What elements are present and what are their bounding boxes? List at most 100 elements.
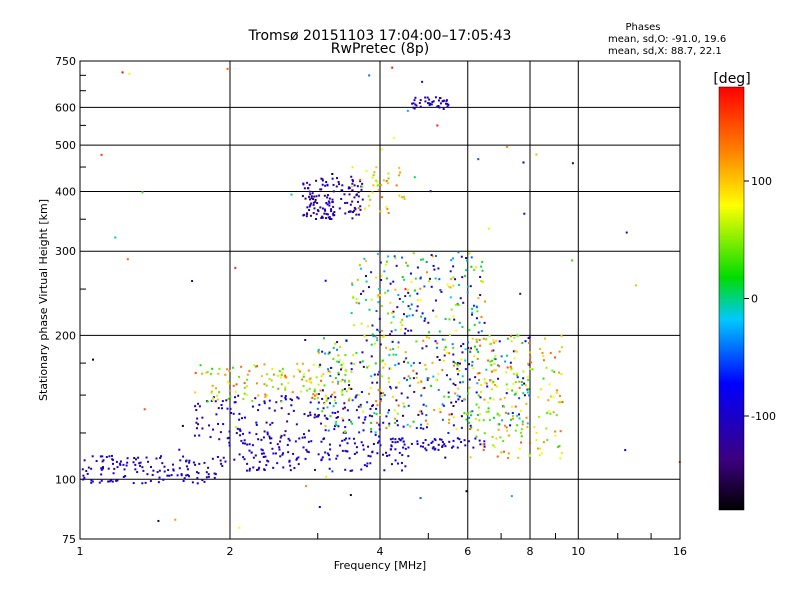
data-point — [464, 348, 467, 351]
data-point — [408, 384, 411, 387]
data-point — [485, 382, 488, 385]
data-point — [83, 476, 86, 479]
data-point — [283, 376, 286, 379]
data-point — [350, 312, 353, 315]
data-point — [428, 104, 431, 107]
data-point — [309, 381, 312, 384]
data-point — [555, 414, 558, 417]
data-point — [424, 439, 427, 442]
data-point — [505, 426, 508, 429]
data-point — [484, 300, 487, 303]
data-point — [238, 526, 241, 529]
data-point — [449, 296, 452, 299]
data-point — [382, 421, 385, 424]
data-point — [371, 176, 374, 179]
data-point — [394, 421, 397, 424]
data-point — [320, 217, 323, 220]
data-point — [243, 382, 246, 385]
data-point — [392, 137, 395, 140]
data-point — [280, 373, 283, 376]
data-point — [327, 200, 330, 203]
data-point — [375, 407, 378, 410]
data-point — [367, 392, 370, 395]
data-point — [194, 391, 197, 394]
data-point — [345, 437, 348, 440]
data-point — [329, 374, 332, 377]
data-point — [460, 345, 463, 348]
data-point — [328, 458, 331, 461]
data-point — [197, 423, 200, 426]
data-point — [560, 335, 563, 338]
data-point — [101, 466, 104, 469]
data-point — [229, 395, 232, 398]
data-point — [468, 378, 471, 381]
data-point — [414, 96, 417, 99]
data-point — [351, 422, 354, 425]
data-point — [388, 454, 391, 457]
data-point — [114, 236, 117, 239]
data-point — [161, 462, 164, 465]
data-point — [434, 340, 437, 343]
x-tick-label: 1 — [77, 545, 84, 558]
data-point — [271, 447, 274, 450]
data-point — [402, 446, 405, 449]
data-point — [516, 334, 519, 337]
data-point — [321, 456, 324, 459]
data-point — [538, 454, 541, 457]
data-point — [396, 419, 399, 422]
data-point — [464, 275, 467, 278]
data-point — [407, 455, 410, 458]
data-point — [511, 389, 514, 392]
data-point — [306, 181, 309, 184]
data-point — [308, 183, 311, 186]
data-point — [158, 476, 161, 479]
data-point — [410, 364, 413, 367]
data-point — [367, 195, 370, 198]
data-point — [491, 359, 494, 362]
data-point — [510, 495, 513, 498]
data-point — [435, 379, 438, 382]
data-point — [475, 435, 478, 438]
data-point — [407, 404, 410, 407]
data-point — [388, 422, 391, 425]
data-point — [248, 469, 251, 472]
data-point — [323, 337, 326, 340]
data-point — [432, 264, 435, 267]
data-point — [355, 351, 358, 354]
data-point — [126, 258, 129, 261]
data-point — [136, 471, 139, 474]
data-point — [489, 397, 492, 400]
data-point — [443, 348, 446, 351]
data-point — [288, 460, 291, 463]
data-point — [454, 362, 457, 365]
data-point — [392, 347, 395, 350]
data-point — [454, 278, 457, 281]
data-point — [306, 187, 309, 190]
data-point — [356, 200, 359, 203]
data-point — [210, 391, 213, 394]
data-point — [492, 380, 495, 383]
data-point — [503, 424, 506, 427]
data-point — [333, 214, 336, 217]
data-point — [302, 375, 305, 378]
data-point — [513, 393, 516, 396]
data-point — [506, 429, 509, 432]
data-point — [217, 372, 220, 375]
data-point — [218, 438, 221, 441]
data-point — [444, 456, 447, 459]
data-point — [376, 373, 379, 376]
data-point — [426, 422, 429, 425]
data-point — [473, 323, 476, 326]
data-point — [560, 373, 563, 376]
data-point — [278, 446, 281, 449]
data-point — [416, 266, 419, 269]
data-point — [379, 388, 382, 391]
data-point — [516, 374, 519, 377]
data-point — [284, 395, 287, 398]
data-point — [442, 107, 445, 110]
data-point — [452, 284, 455, 287]
data-point — [366, 462, 369, 465]
data-point — [276, 443, 279, 446]
data-point — [235, 432, 238, 435]
